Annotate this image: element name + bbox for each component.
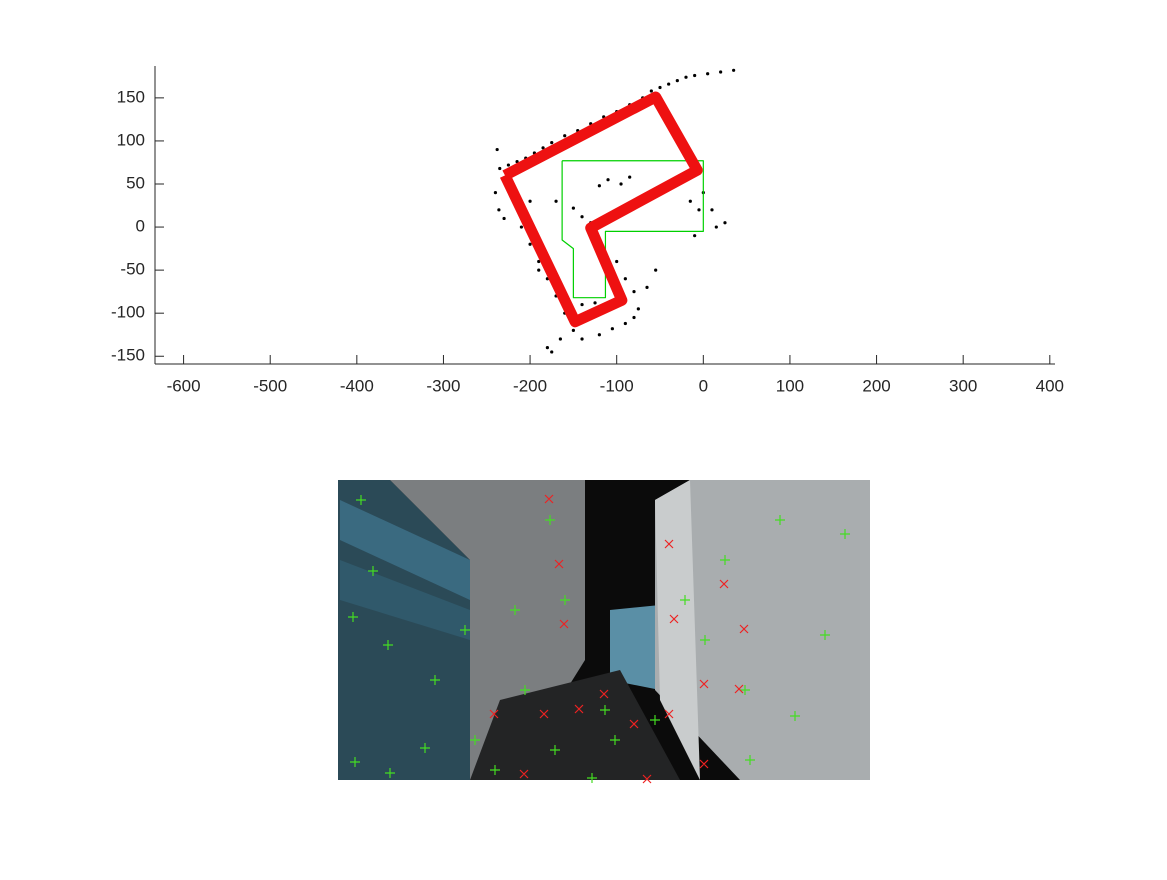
map-point — [693, 73, 697, 78]
map-point — [495, 147, 499, 152]
map-point — [571, 328, 575, 333]
y-tick-label: 150 — [117, 87, 145, 106]
map-point — [623, 277, 627, 281]
map-point — [714, 225, 718, 229]
map-point — [580, 302, 584, 307]
map-point — [632, 315, 636, 320]
camera-image — [338, 480, 870, 784]
map-point — [528, 242, 532, 246]
map-point — [628, 175, 632, 179]
map-point — [619, 182, 623, 186]
x-tick-label: -600 — [167, 376, 201, 395]
map-point — [580, 215, 584, 219]
map-point — [537, 259, 541, 264]
x-tick-label: -500 — [253, 376, 287, 395]
map-point — [497, 208, 501, 212]
x-tick-label: 100 — [776, 376, 804, 395]
map-point — [515, 160, 519, 164]
map-point — [706, 72, 710, 76]
map-point — [580, 337, 584, 341]
map-point — [710, 208, 714, 212]
x-tick-label: -100 — [600, 376, 634, 395]
estimated-trajectory — [499, 91, 703, 328]
map-point — [545, 346, 549, 350]
y-tick-label: -100 — [111, 303, 145, 322]
map-point — [684, 75, 688, 79]
x-tick-label: 300 — [949, 376, 977, 395]
map-point — [693, 234, 697, 238]
y-tick-label: 100 — [117, 130, 145, 149]
map-point — [688, 199, 692, 203]
ground-truth-trajectory — [561, 160, 704, 299]
x-tick-label: -300 — [426, 376, 460, 395]
map-point — [606, 178, 610, 182]
map-point — [541, 146, 545, 150]
map-point — [537, 268, 541, 272]
y-tick-label: -150 — [111, 346, 145, 365]
map-point — [675, 79, 679, 83]
map-point — [550, 141, 554, 145]
y-tick-label: -50 — [120, 260, 145, 279]
map-point — [558, 337, 562, 341]
map-point — [636, 307, 640, 311]
map-point — [615, 259, 619, 264]
x-tick-label: -200 — [513, 376, 547, 395]
x-tick-label: 200 — [862, 376, 890, 395]
map-point — [498, 166, 502, 171]
map-point — [649, 89, 653, 93]
map-point — [667, 82, 671, 86]
map-point — [493, 191, 498, 195]
map-point — [571, 206, 575, 210]
x-tick-label: -400 — [340, 376, 374, 395]
map-point — [593, 301, 597, 305]
map-point — [554, 199, 558, 203]
map-point — [597, 184, 601, 188]
map-point — [697, 208, 701, 212]
y-tick-label: 0 — [136, 217, 145, 236]
map-point — [645, 285, 649, 289]
map-point — [502, 216, 506, 221]
y-tick-label: 50 — [126, 173, 145, 192]
map-point — [610, 327, 614, 331]
map-point — [519, 225, 524, 229]
map-point — [719, 70, 723, 74]
map-point — [597, 333, 601, 337]
map-point — [623, 321, 627, 326]
map-point — [528, 199, 532, 203]
x-tick-label: 400 — [1036, 376, 1064, 395]
map-point — [654, 268, 658, 272]
map-point — [723, 221, 727, 225]
map-point — [732, 68, 736, 72]
x-tick-label: 0 — [699, 376, 708, 395]
map-point — [563, 134, 567, 138]
map-point — [658, 85, 662, 90]
map-point — [550, 350, 554, 354]
map-point — [632, 290, 636, 294]
map-point — [506, 163, 511, 167]
